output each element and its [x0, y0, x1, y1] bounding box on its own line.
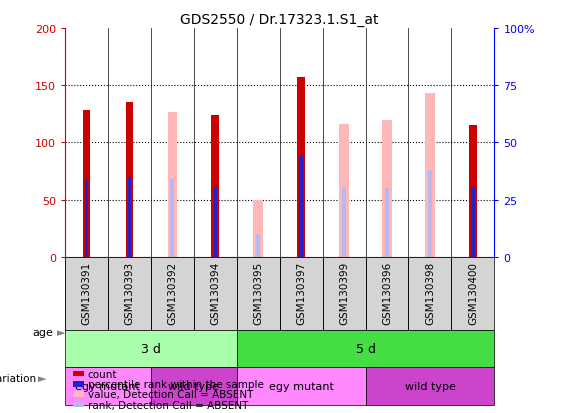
Text: rank, Detection Call = ABSENT: rank, Detection Call = ABSENT: [88, 400, 248, 410]
Text: GSM130391: GSM130391: [81, 261, 92, 324]
FancyBboxPatch shape: [237, 257, 280, 330]
FancyBboxPatch shape: [366, 368, 494, 405]
FancyBboxPatch shape: [280, 257, 323, 330]
Bar: [214, 189, 217, 257]
FancyBboxPatch shape: [451, 257, 494, 330]
Text: GSM130398: GSM130398: [425, 261, 435, 324]
Text: egy mutant: egy mutant: [76, 381, 140, 391]
FancyBboxPatch shape: [151, 257, 194, 330]
FancyBboxPatch shape: [237, 330, 494, 368]
Bar: [383, 120, 392, 257]
Text: GSM130397: GSM130397: [296, 261, 306, 324]
Text: egy mutant: egy mutant: [269, 381, 333, 391]
Bar: [254, 200, 263, 257]
FancyBboxPatch shape: [237, 368, 366, 405]
Text: genotype/variation: genotype/variation: [0, 373, 36, 383]
Bar: [128, 177, 131, 257]
FancyBboxPatch shape: [323, 257, 366, 330]
FancyBboxPatch shape: [408, 257, 451, 330]
Text: count: count: [88, 369, 117, 379]
FancyBboxPatch shape: [65, 368, 151, 405]
Bar: [170, 180, 175, 257]
Bar: [425, 94, 434, 257]
FancyBboxPatch shape: [65, 330, 237, 368]
Bar: [385, 189, 389, 257]
Bar: [299, 157, 303, 257]
Text: wild type: wild type: [405, 381, 455, 391]
Bar: [125, 103, 133, 257]
Title: GDS2550 / Dr.17323.1.S1_at: GDS2550 / Dr.17323.1.S1_at: [180, 12, 379, 26]
Text: GSM130392: GSM130392: [167, 261, 177, 324]
FancyBboxPatch shape: [108, 257, 151, 330]
Bar: [256, 235, 260, 257]
FancyBboxPatch shape: [65, 257, 108, 330]
Text: ►: ►: [38, 373, 47, 383]
Text: wild type: wild type: [168, 381, 219, 391]
FancyBboxPatch shape: [151, 368, 237, 405]
Bar: [469, 126, 477, 257]
Bar: [342, 189, 346, 257]
Text: value, Detection Call = ABSENT: value, Detection Call = ABSENT: [88, 389, 253, 399]
Bar: [297, 78, 305, 257]
Text: age: age: [33, 328, 54, 337]
Text: GSM130399: GSM130399: [339, 261, 349, 324]
Bar: [340, 125, 349, 257]
Bar: [471, 189, 475, 257]
Text: GSM130394: GSM130394: [210, 261, 220, 324]
Bar: [211, 116, 219, 257]
FancyBboxPatch shape: [194, 257, 237, 330]
Bar: [428, 171, 432, 257]
Bar: [82, 111, 90, 257]
Text: GSM130395: GSM130395: [253, 261, 263, 324]
Text: GSM130393: GSM130393: [124, 261, 134, 324]
Text: ►: ►: [56, 328, 65, 337]
Text: percentile rank within the sample: percentile rank within the sample: [88, 379, 263, 389]
Text: GSM130396: GSM130396: [382, 261, 392, 324]
Bar: [168, 112, 177, 257]
Text: 5 d: 5 d: [355, 342, 376, 355]
Text: GSM130400: GSM130400: [468, 261, 478, 324]
Text: 3 d: 3 d: [141, 342, 161, 355]
Bar: [85, 180, 88, 257]
FancyBboxPatch shape: [366, 257, 408, 330]
